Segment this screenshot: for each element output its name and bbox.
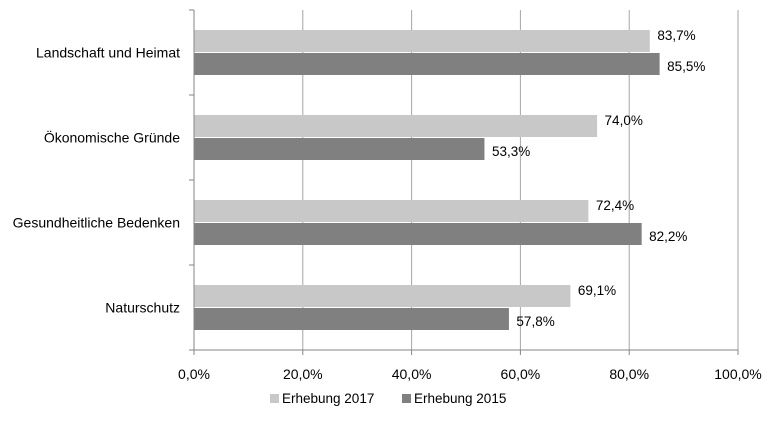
axes: [189, 9, 739, 355]
category-label: Ökonomische Gründe: [44, 129, 180, 146]
labels: 0,0% 20,0% 40,0% 60,0% 80,0% 100,0% Landschaft…: [13, 28, 762, 382]
category-label: Gesundheitliche Bedenken: [13, 215, 180, 231]
x-tick-label: 60,0%: [501, 366, 541, 382]
data-label: 83,7%: [657, 28, 695, 43]
x-tick-label: 20,0%: [283, 366, 323, 382]
category-label: Naturschutz: [105, 300, 180, 316]
bar: [194, 285, 571, 307]
bar: [194, 30, 650, 52]
bar: [194, 115, 598, 137]
bar: [194, 138, 485, 160]
data-label: 82,2%: [649, 229, 687, 244]
x-tick-label: 80,0%: [609, 366, 649, 382]
data-label: 69,1%: [578, 283, 616, 298]
legend: Erhebung 2017 Erhebung 2015: [270, 391, 506, 406]
bar: [194, 308, 509, 330]
legend-label: Erhebung 2017: [282, 391, 374, 406]
bars: [194, 30, 660, 330]
x-tick-label: 100,0%: [714, 366, 761, 382]
x-tick-label: 40,0%: [392, 366, 432, 382]
data-label: 74,0%: [605, 113, 643, 128]
x-tick-label: 0,0%: [178, 366, 210, 382]
bar: [194, 200, 589, 222]
data-label: 85,5%: [667, 59, 705, 74]
legend-swatch: [402, 394, 411, 403]
data-label: 53,3%: [492, 144, 530, 159]
bar: [194, 53, 660, 75]
data-label: 72,4%: [596, 198, 634, 213]
data-label: 57,8%: [516, 314, 554, 329]
bar: [194, 223, 642, 245]
legend-label: Erhebung 2015: [414, 391, 506, 406]
legend-swatch: [270, 394, 279, 403]
category-label: Landschaft und Heimat: [36, 45, 180, 61]
